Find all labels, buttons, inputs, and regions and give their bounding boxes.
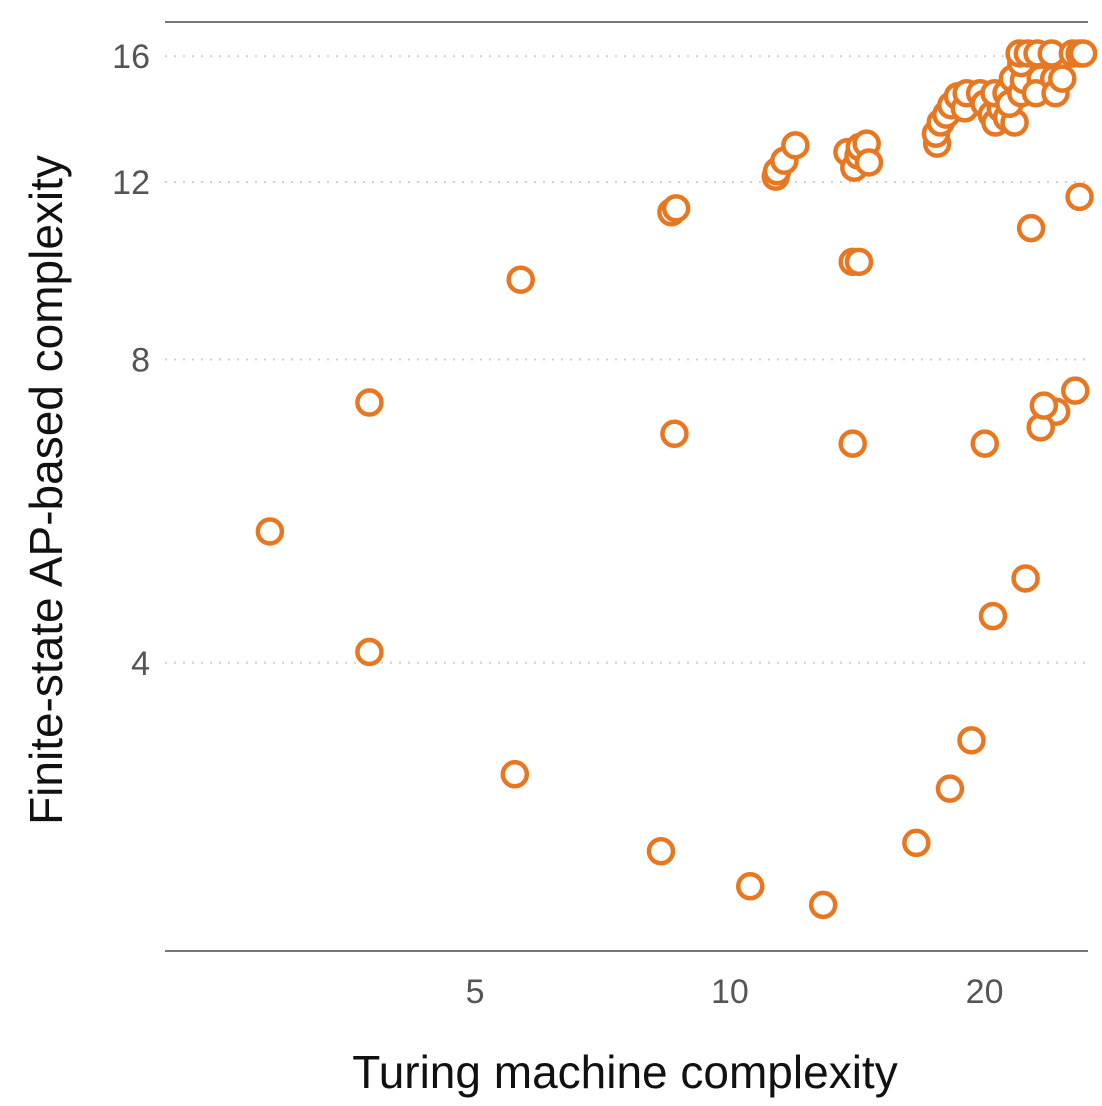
data-point (660, 419, 689, 449)
data-point (255, 517, 285, 546)
y-tick-label: 16 (112, 38, 150, 76)
data-point (500, 760, 530, 789)
data-point (1029, 391, 1059, 420)
x-tick-label: 10 (711, 973, 749, 1011)
data-point (1068, 39, 1098, 68)
x-tick-label: 20 (966, 973, 1004, 1011)
data-points (255, 39, 1098, 920)
data-point (355, 388, 384, 417)
data-point (902, 828, 931, 858)
grid-lines (165, 55, 1088, 664)
data-point (935, 774, 965, 803)
data-point (781, 131, 810, 160)
data-point (1016, 213, 1046, 243)
data-point (854, 148, 884, 177)
data-point (838, 429, 867, 458)
x-tick-label: 5 (466, 973, 485, 1011)
data-point (1061, 376, 1090, 405)
data-point (978, 601, 1008, 631)
data-point (735, 872, 765, 901)
data-point (808, 890, 838, 920)
y-tick-label: 12 (112, 164, 150, 202)
data-point (844, 247, 874, 277)
y-axis-title: Finite-state AP-based complexity (20, 155, 72, 825)
data-point (1048, 64, 1077, 93)
data-point (355, 637, 384, 667)
y-tick-label: 4 (131, 645, 150, 683)
data-point (661, 194, 691, 223)
data-point (970, 429, 1000, 458)
data-point (646, 837, 676, 866)
y-tick-label: 8 (131, 341, 150, 379)
data-point (1065, 182, 1094, 212)
tick-labels: 4 8 12 16 5 10 20 (112, 38, 1003, 1011)
data-point (1011, 564, 1040, 593)
data-point (957, 726, 986, 755)
x-axis-title: Turing machine complexity (352, 1046, 897, 1098)
data-point (506, 265, 535, 294)
